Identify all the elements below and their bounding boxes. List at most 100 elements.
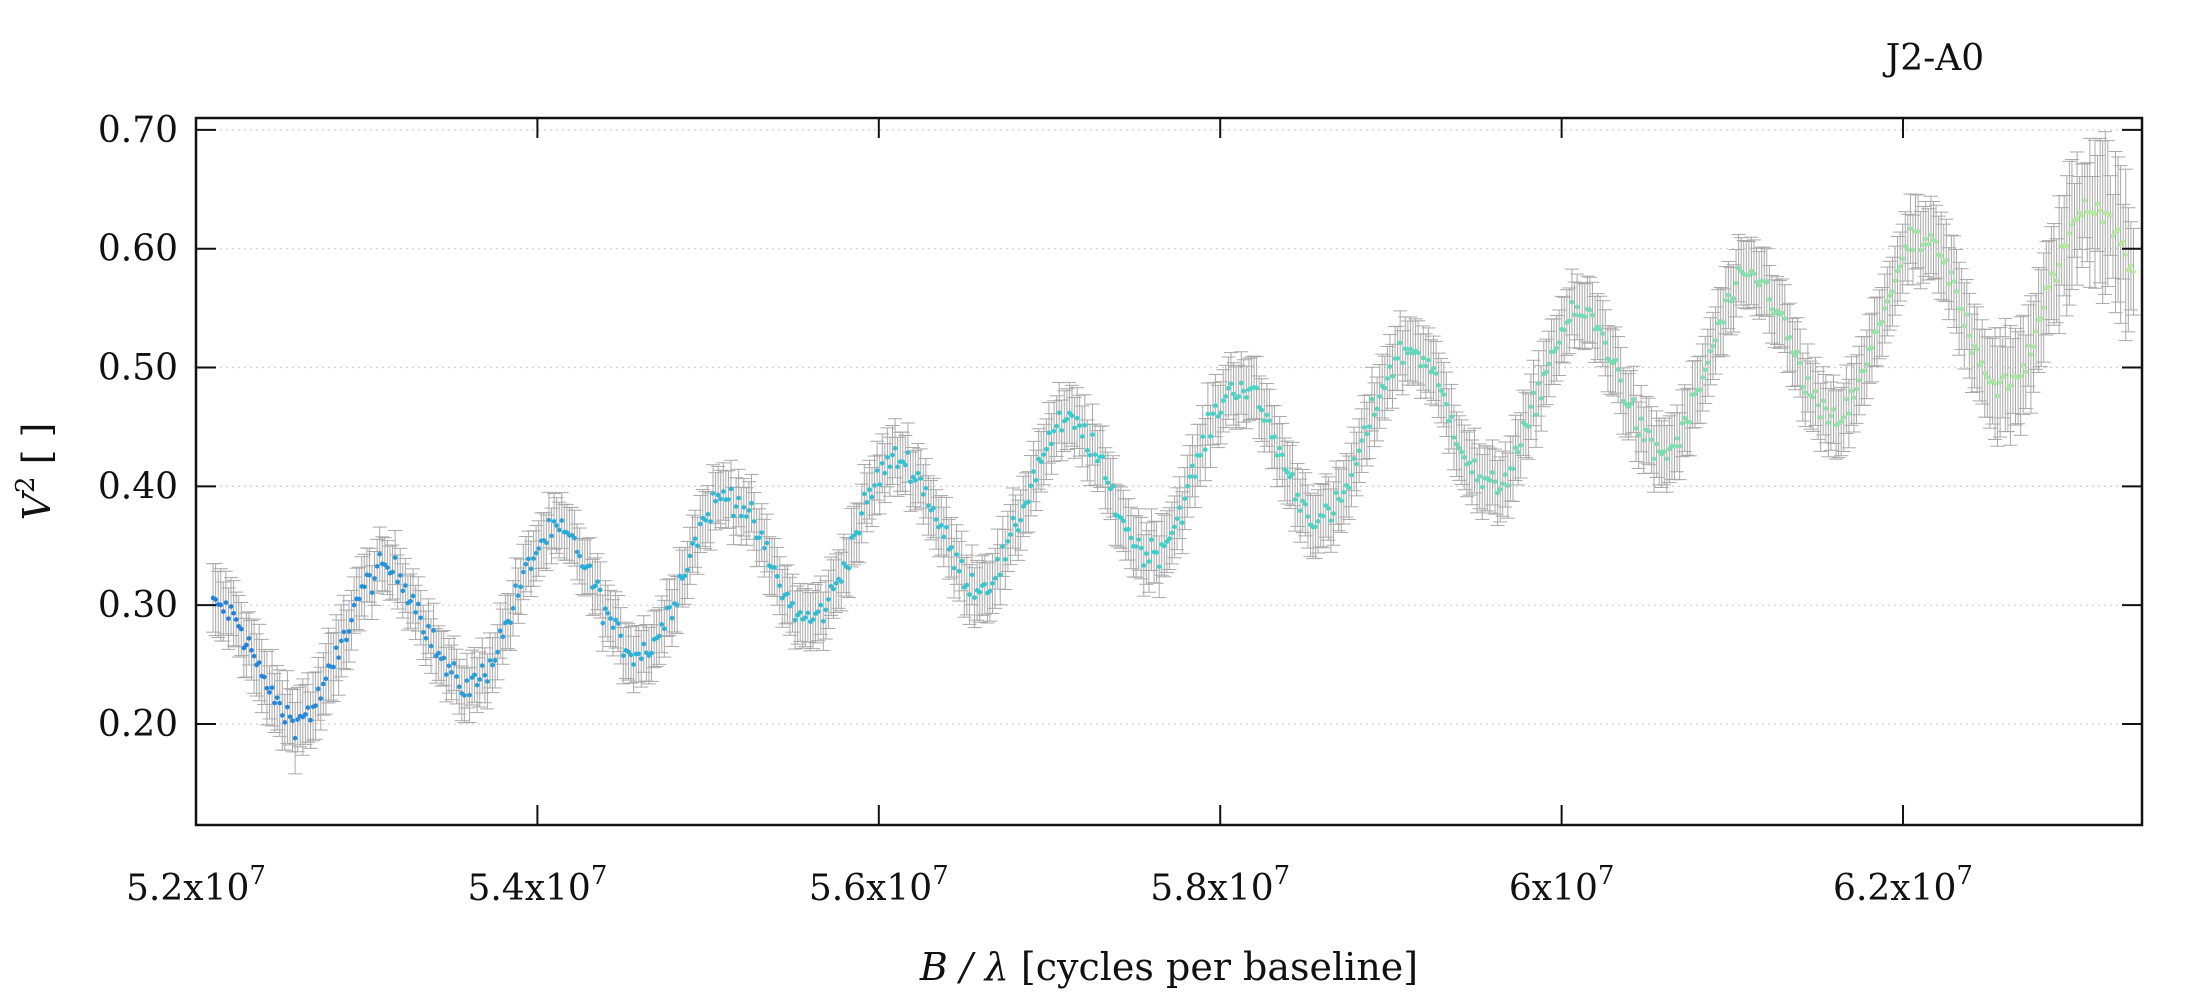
data-point [1756,283,1762,288]
data-point [1085,448,1090,453]
data-point [790,600,795,606]
data-point [231,610,236,616]
data-point [1461,455,1467,460]
data-point [710,491,716,496]
data-point [374,564,380,569]
data-point [720,489,726,494]
data-point [900,459,906,464]
data-point [559,518,565,523]
data-point [708,519,713,524]
data-point [1582,314,1588,320]
data-point [2120,239,2126,244]
data-point [223,600,229,605]
data-point [1174,516,1180,522]
data-point [649,650,654,656]
data-point [1531,390,1536,396]
data-point [1982,370,1988,376]
data-point [587,563,593,569]
data-point [1800,384,1806,390]
data-point [1838,419,1844,424]
x-tick-label: 6x107 [1509,861,1615,909]
data-point [1395,355,1400,361]
data-point [1487,478,1493,483]
data-point [521,569,526,575]
data-point [1974,347,1980,352]
data-point [1823,406,1829,411]
data-point [841,561,847,566]
data-point [1820,398,1826,404]
data-point [2110,234,2116,239]
data-point [228,604,234,609]
data-point [1208,434,1213,439]
data-point [1072,425,1077,431]
data-point [436,650,441,656]
data-point [1218,410,1224,416]
data-point [238,626,244,632]
data-point [1300,498,1306,504]
data-point [785,591,790,597]
data-point [1279,452,1285,458]
data-point [1136,537,1141,542]
data-point [797,610,803,615]
data-point [1182,496,1188,501]
data-point [1492,479,1498,484]
data-point [1844,396,1849,402]
data-point [1992,381,1998,386]
data-point [764,540,770,546]
data-point [1736,265,1741,271]
data-point [1782,316,1788,321]
data-point [1641,437,1647,443]
data-point [2023,369,2029,375]
data-point [313,703,318,708]
data-point [662,626,667,632]
data-point [1636,432,1641,438]
data-point [333,645,339,651]
data-point [1287,474,1293,480]
data-point [685,567,690,573]
data-point [1146,559,1152,564]
data-point [1095,458,1100,464]
data-point [1890,289,1895,294]
gridlines [196,129,2142,725]
data-point [1141,563,1147,568]
data-point [418,615,424,621]
data-point [1628,401,1634,407]
data-point [1502,472,1508,477]
data-point [926,503,931,508]
data-point [1190,463,1195,469]
data-point [1692,391,1698,397]
data-point [1051,428,1057,434]
data-point [1892,278,1898,283]
data-point [1400,360,1406,366]
data-point [1454,441,1459,447]
data-point [736,495,741,501]
data-point [726,497,731,502]
data-point [1631,397,1636,402]
data-point [267,690,272,695]
data-point [1959,306,1964,312]
data-point [1026,499,1031,505]
data-point [1687,420,1693,425]
data-point [603,606,608,612]
data-point [1372,412,1377,418]
x-axis-label: B / λ [cycles per baseline] [919,945,1418,989]
data-point [487,658,493,663]
data-point [1751,271,1757,277]
data-point [395,579,400,585]
data-point [882,470,888,476]
data-point [879,461,885,466]
data-point [549,533,554,539]
data-point [308,717,313,723]
data-point [287,714,293,720]
data-point [467,692,472,698]
data-point [2064,243,2070,249]
data-point [1964,312,1970,317]
data-point [833,580,839,586]
data-point [885,455,890,460]
data-point [964,582,970,588]
data-point [510,606,516,611]
data-point [967,592,972,597]
data-point [1313,524,1318,530]
data-point [1920,242,1926,248]
data-point [1290,471,1295,477]
